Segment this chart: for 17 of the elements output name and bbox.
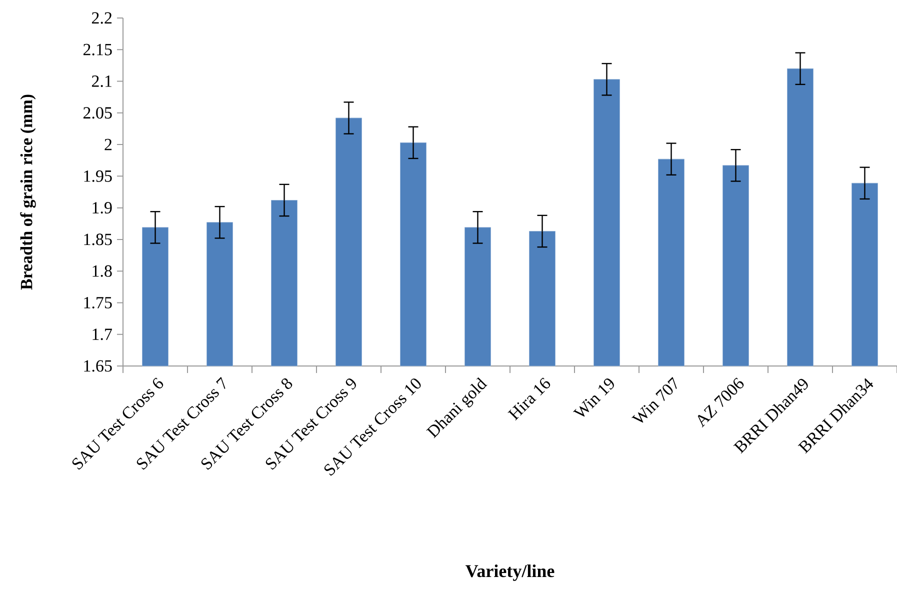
y-tick-label: 1.9 [92,202,112,214]
y-tick-label: 1.95 [84,170,112,182]
y-tick-label: 1.75 [84,296,112,308]
y-tick-label: 2.1 [92,76,112,88]
y-tick-label: 1.8 [92,265,112,277]
y-tick-label: 2 [104,138,112,150]
x-axis-title: Variety/line [466,564,554,581]
x-tick-label: Hira 16 [508,378,550,421]
y-tick-label: 2.05 [83,107,112,119]
y-tick-label: 2.15 [83,44,112,56]
x-tick-label: Win 707 [632,376,677,423]
y-tick-label: 1.7 [92,328,112,340]
y-tick-label: 1.65 [84,360,112,372]
y-tick-label: 1.85 [84,234,112,246]
y-axis-title: Breadth of grain rice (mm) [20,94,36,290]
x-tick-label: Win 19 [573,378,614,417]
y-tick-label: 2.2 [92,12,112,24]
